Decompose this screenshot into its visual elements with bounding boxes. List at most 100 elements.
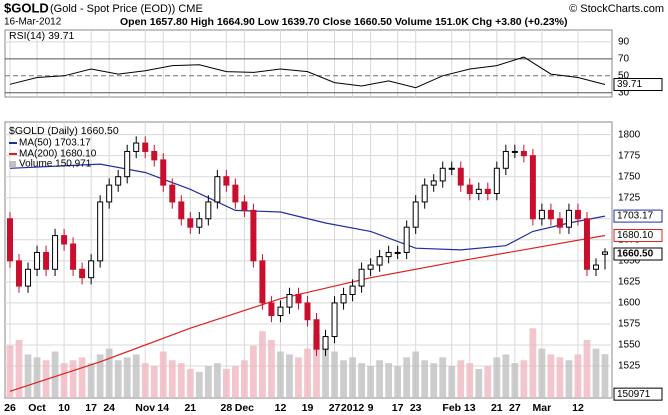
volume-bar: [349, 357, 356, 398]
volume-bar: [286, 354, 293, 398]
last-value-box: [613, 247, 663, 261]
candle-body: [115, 176, 122, 186]
x-tick-label: 17: [85, 402, 97, 414]
candle-body: [448, 167, 455, 170]
candle-body: [277, 306, 284, 317]
volume-bar: [33, 357, 41, 398]
volume-bar: [60, 363, 68, 398]
volume-bar: [466, 363, 474, 398]
volume-bar: [69, 360, 77, 398]
x-tick-label: 21: [491, 402, 503, 414]
candle-body: [430, 180, 437, 186]
x-tick-label: 27: [329, 402, 341, 414]
candle-body: [565, 209, 572, 228]
candle-body: [457, 167, 464, 186]
volume-bar: [502, 354, 510, 398]
candle-body: [268, 302, 275, 317]
candle-body: [475, 188, 482, 195]
candle-body: [124, 150, 131, 178]
y-tick-label: 1775: [618, 150, 641, 161]
candle-body: [367, 264, 374, 270]
volume-bar: [105, 348, 113, 398]
x-tick-label: 10: [58, 402, 70, 414]
candle-body: [304, 302, 311, 321]
candle-body: [142, 142, 149, 152]
x-tick-label: 9: [368, 402, 374, 414]
volume-bar: [394, 366, 402, 398]
x-tick-label: 19: [302, 402, 314, 414]
volume-bar: [159, 351, 167, 398]
volume-bar: [511, 363, 519, 398]
volume-bar: [186, 368, 194, 398]
candle-body: [412, 201, 419, 228]
volume-bar: [304, 348, 311, 398]
legend-label: Volume 150,971: [19, 159, 92, 170]
candle-body: [70, 243, 77, 270]
x-tick-label: Dec: [235, 402, 254, 414]
volume-bar: [87, 363, 95, 398]
x-tick-label: 23: [410, 402, 422, 414]
x-tick-label: 2012: [341, 402, 365, 414]
volume-bar: [520, 360, 528, 398]
candle-body: [232, 184, 239, 203]
volume-bar: [241, 360, 248, 398]
y-tick-label: 1550: [618, 340, 641, 351]
x-tick-label: 28: [221, 402, 233, 414]
y-tick-label: 1725: [618, 192, 641, 203]
candle-body: [484, 188, 491, 195]
y-tick-label: 70: [618, 53, 630, 64]
x-tick-label: 12: [275, 402, 287, 414]
y-tick-label: 90: [618, 37, 630, 48]
rsi-line: [9, 56, 606, 89]
candle-body: [25, 268, 32, 287]
candle-body: [34, 251, 41, 270]
last-value-box: [613, 209, 663, 223]
y-tick-label: 50: [618, 70, 630, 81]
volume-bar: [529, 328, 537, 398]
volume-bar: [259, 331, 266, 398]
candle-body: [502, 150, 509, 169]
candle-body: [574, 209, 581, 220]
candle-body: [187, 218, 194, 228]
y-tick-label: 1800: [618, 129, 641, 140]
candle-body: [349, 285, 356, 295]
candle-body: [538, 209, 545, 220]
y-tick-label: 1625: [618, 277, 641, 288]
candle-body: [286, 294, 293, 308]
legend-label: MA(200) 1680.10: [19, 149, 97, 160]
last-value-label: 1703.17: [617, 211, 654, 222]
volume-bar: [168, 360, 176, 398]
y-tick-label: 1525: [618, 361, 641, 372]
volume-bar: [340, 360, 347, 398]
volume-bar: [322, 345, 329, 398]
candle-body: [169, 184, 176, 203]
candle-body: [376, 256, 383, 266]
ma-line: [9, 234, 606, 392]
candle-body: [88, 260, 95, 279]
candle-body: [295, 294, 302, 304]
volume-bar: [430, 363, 438, 398]
volume-bar: [195, 371, 203, 398]
candle-body: [52, 235, 59, 270]
candle-body: [205, 201, 212, 220]
candle-body: [529, 155, 536, 220]
x-tick-label: 27: [509, 402, 521, 414]
volume-bar: [412, 351, 420, 398]
volume-bar: [277, 351, 284, 398]
volume-bar: [583, 339, 591, 398]
volume-bar: [123, 357, 131, 398]
candle-body: [7, 218, 13, 262]
y-tick-label: 1575: [618, 319, 641, 330]
volume-bar: [538, 348, 546, 398]
volume-bar: [24, 354, 32, 398]
candle-body: [556, 218, 563, 228]
x-tick-label: 24: [103, 402, 115, 414]
ma-line: [9, 163, 606, 251]
candle-body: [358, 268, 365, 287]
x-tick-label: 21: [184, 402, 196, 414]
candle-body: [511, 150, 518, 153]
source: © StockCharts.com: [569, 3, 664, 15]
x-tick-label: 13: [464, 402, 476, 414]
